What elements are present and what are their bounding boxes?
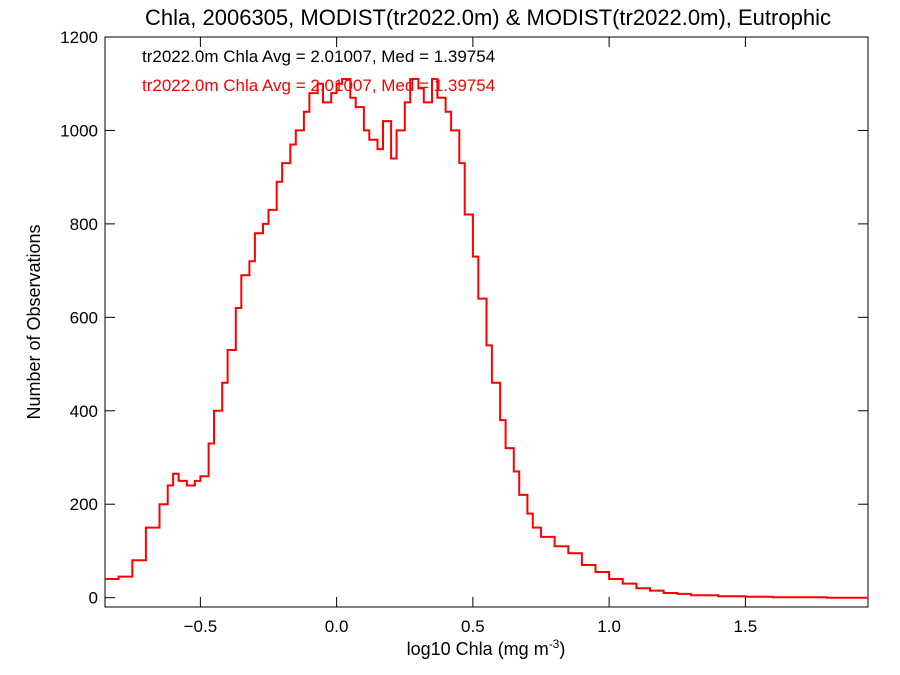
plot-area <box>104 36 869 608</box>
chart-title: Chla, 2006305, MODIST(tr2022.0m) & MODIS… <box>145 5 831 30</box>
series-layer <box>105 78 868 599</box>
x-axis-label-sup: -3 <box>549 637 560 651</box>
x-axis-label: log10 Chla (mg m-3) <box>407 637 566 659</box>
y-tick-label: 600 <box>70 308 98 327</box>
x-tick-label: 1.0 <box>597 617 621 636</box>
annotation-black: tr2022.0m Chla Avg = 2.01007, Med = 1.39… <box>142 47 495 66</box>
y-tick-label: 400 <box>70 402 98 421</box>
annotation-red: tr2022.0m Chla Avg = 2.01007, Med = 1.39… <box>142 76 495 95</box>
y-axis: 0 200 400 600 800 1000 1200 <box>60 28 868 608</box>
y-axis-label: Number of Observations <box>24 224 44 419</box>
x-tick-label: −0.5 <box>184 617 218 636</box>
histogram-series-line <box>105 78 868 599</box>
x-axis: −0.5 0.0 0.5 1.0 1.5 <box>184 37 758 636</box>
y-tick-label: 800 <box>70 215 98 234</box>
plot-frame <box>104 36 869 608</box>
y-tick-label: 1200 <box>60 28 98 47</box>
x-axis-label-main: log10 Chla (mg m <box>407 639 549 659</box>
x-tick-label: 1.5 <box>734 617 758 636</box>
y-tick-label: 1000 <box>60 121 98 140</box>
x-tick-label: 0.0 <box>325 617 349 636</box>
x-tick-label: 0.5 <box>461 617 485 636</box>
y-tick-label: 0 <box>89 589 98 608</box>
y-tick-label: 200 <box>70 495 98 514</box>
x-axis-label-end: ) <box>559 639 565 659</box>
